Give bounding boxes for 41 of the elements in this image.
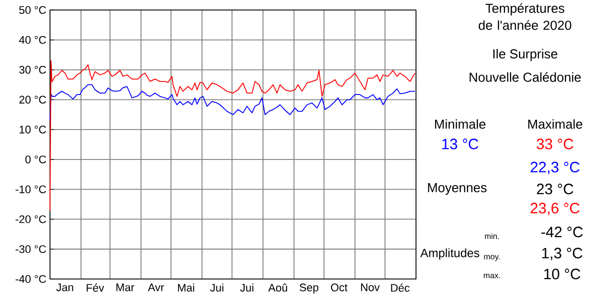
x-tick-label: Jan [56,284,74,292]
x-tick-label: Sep [300,284,318,294]
y-tick-label: 0 °C [25,156,46,164]
x-tick-label: Aoû [268,284,288,292]
y-tick-label: -30 °C [16,245,46,254]
text: -42 °C [541,226,583,238]
text: Maximale [528,119,582,129]
x-tick-label: Oct [330,284,348,292]
text: 10 °C [544,268,580,280]
y-tick-label: 50 °C [19,6,46,14]
x-tick-label: Mai [178,284,194,292]
y-tick-label: 10 °C [20,126,46,134]
text: Nouvelle Calédonie [470,72,581,82]
y-tick-label: 30 °C [19,66,46,74]
text: 33 °C [536,138,574,150]
text: Minimale [435,119,486,129]
y-tick-label: -20 °C [16,215,46,224]
x-tick-label: Jui [210,284,224,292]
y-tick-label: -40 °C [16,275,46,283]
y-tick-label: 20 °C [19,96,46,104]
text: 23,6 °C [530,202,580,216]
text: Amplitudes [420,248,480,260]
text: 1,3 °C [542,248,582,260]
text: Températures de l'année 2020 [478,3,572,30]
text: Ile Surprise [493,48,558,62]
x-tick-label: Mar [116,284,134,292]
x-tick-label: Jui [240,284,254,292]
text: min. [484,233,499,239]
text: 23 °C [536,184,574,194]
text: 22,3 °C [530,162,580,174]
text: Moyennes [428,183,487,195]
text: moy. [484,255,500,261]
x-tick-label: Déc [391,284,410,292]
x-tick-label: Nov [361,284,380,292]
text: 13 °C [442,138,478,150]
text: max. [484,274,500,278]
line-series [50,60,416,211]
x-tick-label: Fév [86,284,104,292]
y-tick-label: 40 °C [19,36,46,44]
y-tick-label: -10 °C [16,185,46,194]
x-tick-label: Avr [148,284,164,292]
